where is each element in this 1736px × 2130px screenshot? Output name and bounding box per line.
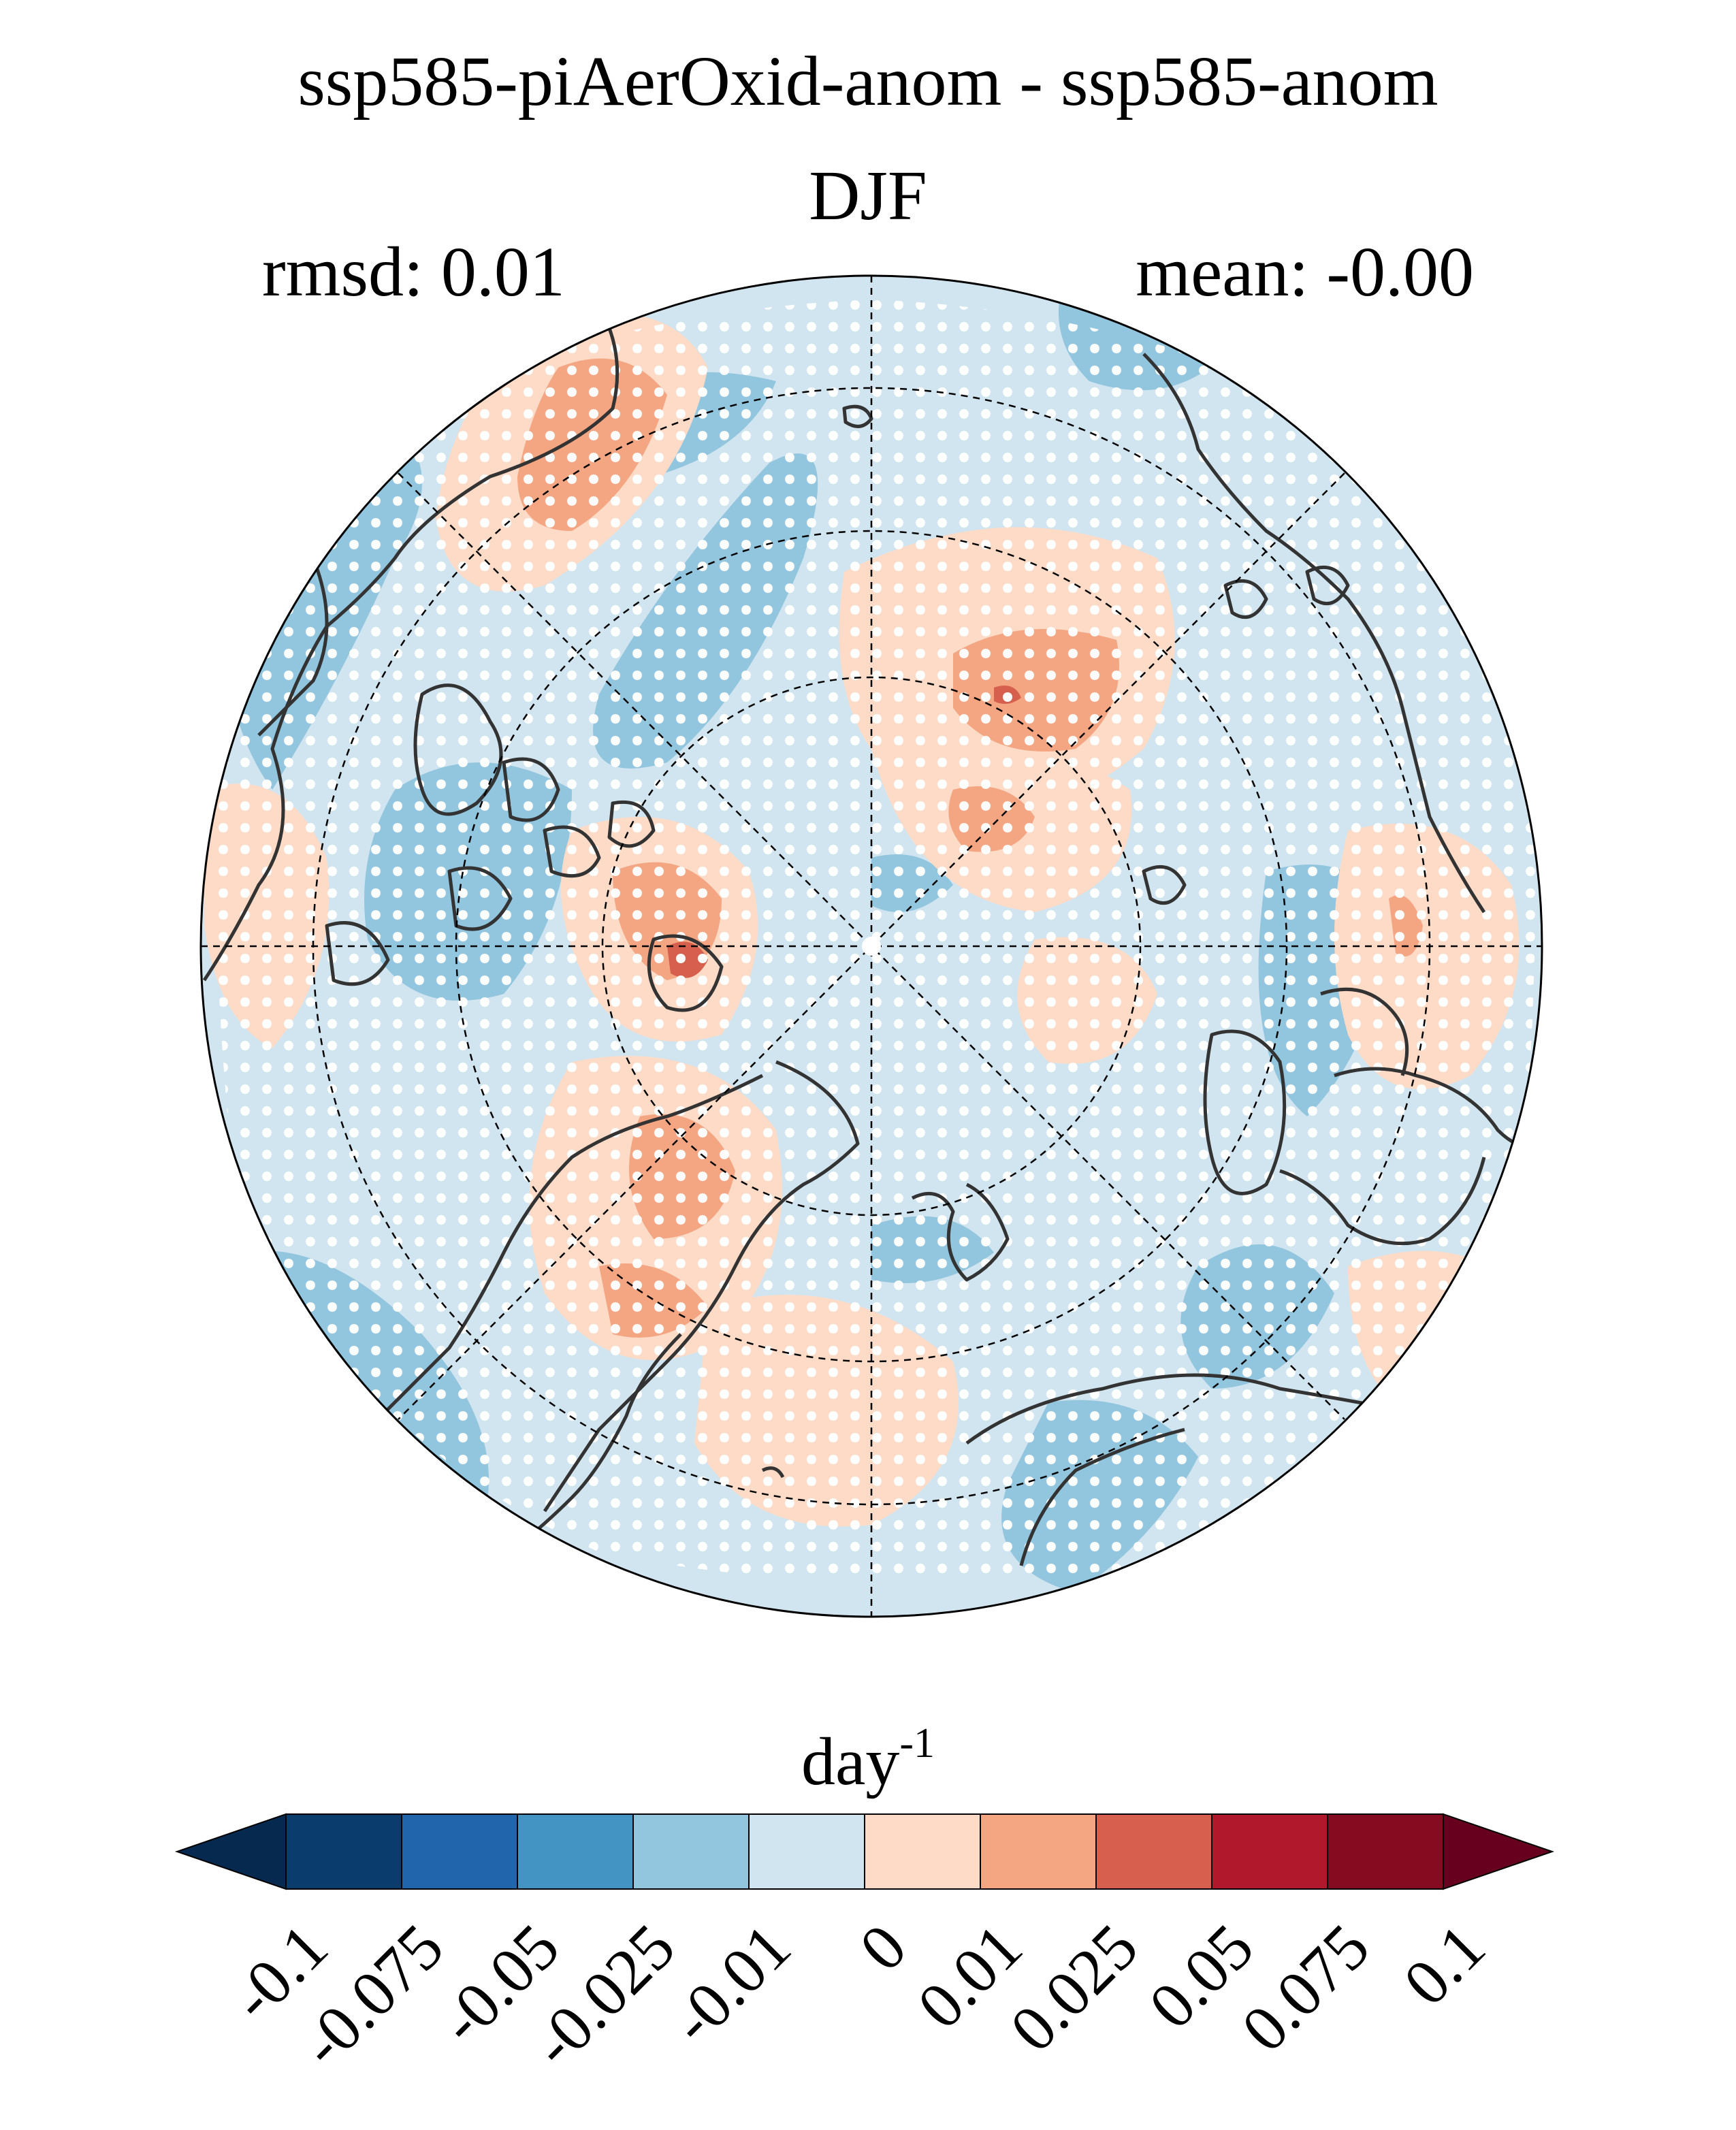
pole-marker [862, 937, 881, 956]
colorbar-segment [1327, 1813, 1444, 1890]
colorbar-segment [980, 1813, 1097, 1890]
units-exponent: -1 [899, 1720, 935, 1766]
colorbar-segment [1211, 1813, 1328, 1890]
colorbar-underflow-triangle [174, 1813, 287, 1890]
polar-map [199, 274, 1543, 1618]
colorbar-tick-label: 0.075 [1227, 1909, 1383, 2066]
colorbar-segment [1095, 1813, 1212, 1890]
colorbar-segment [401, 1813, 518, 1890]
colorbar-segment [632, 1813, 750, 1890]
rmsd-label: rmsd: 0.01 [262, 233, 565, 311]
colorbar-segment [517, 1813, 634, 1890]
colorbar-segment [748, 1813, 865, 1890]
colorbar [174, 1813, 1555, 1890]
graticule [201, 276, 1542, 1617]
coastlines [202, 305, 1542, 1609]
units-base: day [801, 1724, 900, 1799]
colorbar-tick-label: 0 [845, 1909, 920, 1985]
colorbar-tick-label: -0.01 [656, 1909, 805, 2058]
map-boundary [199, 274, 1543, 1618]
colorbar-tick-label: 0.025 [996, 1909, 1152, 2066]
colorbar-segment [864, 1813, 981, 1890]
colorbar-tick-label: 0.1 [1389, 1909, 1499, 2020]
mean-label: mean: -0.00 [1136, 233, 1474, 311]
colorbar-overflow-triangle [1443, 1813, 1555, 1890]
season-label: DJF [809, 157, 927, 235]
colorbar-segment [285, 1813, 402, 1890]
plot-title: ssp585-piAerOxid-anom - ssp585-anom [298, 42, 1438, 120]
colorbar-units: day-1 [0, 1722, 1736, 1796]
